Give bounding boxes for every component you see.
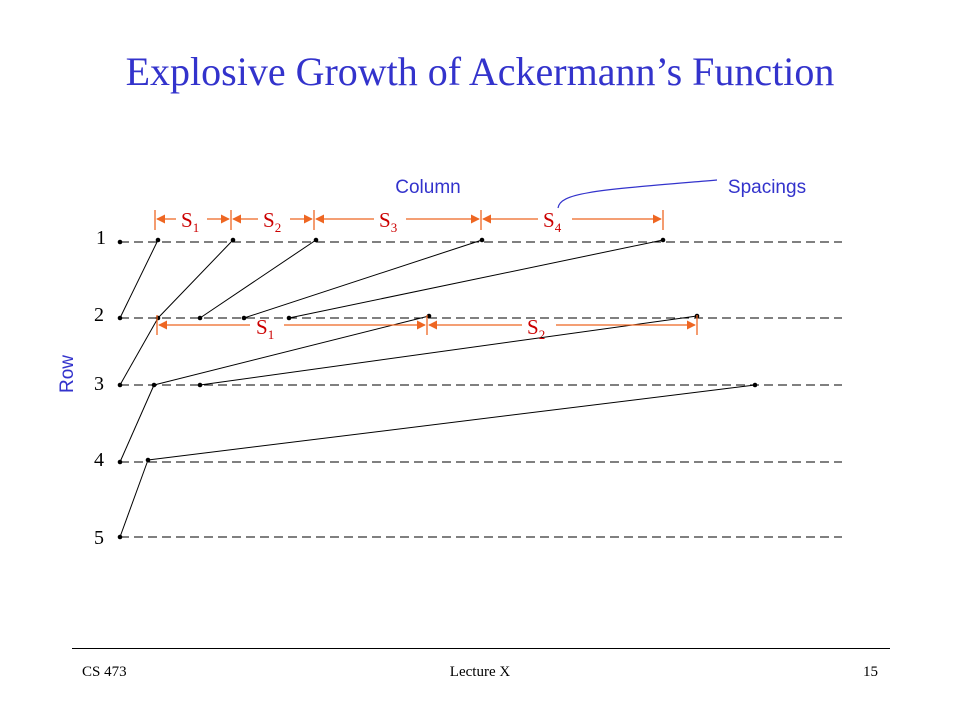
dot	[155, 237, 161, 243]
row-label-1: 1	[96, 227, 106, 249]
row-labels: 1 2 3 4 5	[94, 227, 106, 549]
row1-spacing-labels: S1 S2 S3 S4	[181, 208, 562, 235]
row2-spacings	[156, 315, 698, 335]
spacing-label: S2	[263, 208, 281, 235]
dot	[117, 534, 123, 540]
row-label-4: 4	[94, 449, 104, 471]
spacings-pointer	[557, 179, 718, 209]
connector	[119, 459, 149, 538]
dot	[660, 237, 666, 243]
row-label-3: 3	[94, 373, 104, 395]
dot	[197, 382, 203, 388]
spacing-label: S2	[527, 315, 545, 342]
connector	[147, 384, 756, 461]
dot	[145, 457, 151, 463]
connector	[243, 239, 483, 319]
dot	[313, 237, 319, 243]
spacing-label: S3	[379, 208, 397, 235]
connector	[119, 384, 155, 463]
connector	[199, 315, 698, 386]
row-lines	[120, 241, 842, 538]
row-label-2: 2	[94, 304, 104, 326]
column-label: Column	[395, 177, 460, 198]
connector	[157, 239, 234, 319]
footer-divider	[72, 648, 890, 649]
spacing-label: S1	[256, 315, 274, 342]
footer-course: CS 473	[82, 664, 127, 680]
row1-spacings	[154, 210, 664, 230]
row-label-5: 5	[94, 527, 104, 549]
footer-lecture: Lecture X	[449, 664, 511, 680]
connector	[119, 317, 159, 386]
dot	[117, 382, 123, 388]
dot	[117, 315, 123, 321]
grid-dots	[117, 237, 758, 540]
row-axis-label: Row	[57, 355, 78, 393]
dot	[230, 237, 236, 243]
connector	[288, 239, 664, 319]
dot	[197, 315, 203, 321]
dot	[151, 382, 157, 388]
dot	[117, 459, 123, 465]
footer-page-number: 15	[863, 664, 878, 680]
connector	[199, 239, 317, 319]
connector	[153, 315, 430, 386]
row2-spacing-labels: S1 S2	[256, 315, 545, 342]
dot	[241, 315, 247, 321]
dot	[286, 315, 292, 321]
page-title: Explosive Growth of Ackermann’s Function	[125, 49, 835, 94]
spacings-label: Spacings	[728, 177, 806, 198]
connector	[119, 239, 159, 319]
dot	[752, 382, 758, 388]
spacing-label: S4	[543, 208, 562, 235]
dot	[479, 237, 485, 243]
connector-lines	[119, 239, 756, 538]
spacing-label: S1	[181, 208, 199, 235]
dot	[426, 313, 432, 319]
dot	[117, 239, 123, 245]
